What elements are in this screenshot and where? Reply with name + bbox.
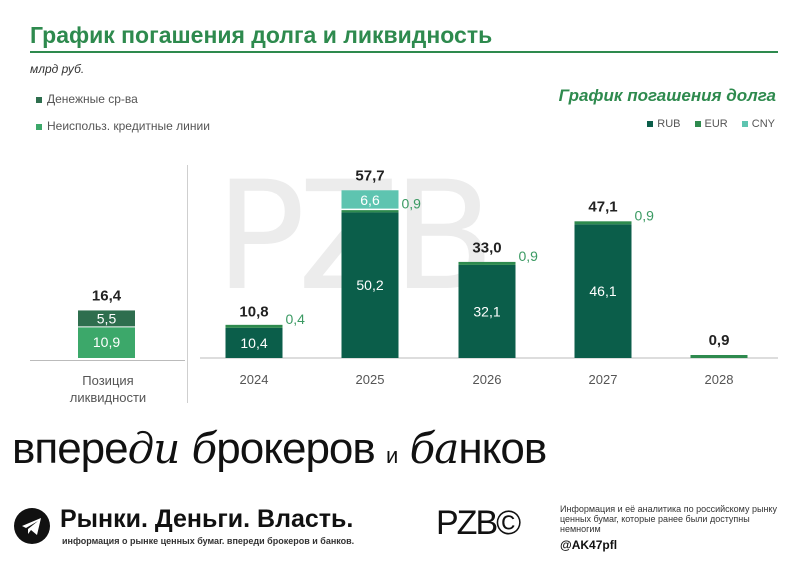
rub-value-label: 50,2 bbox=[356, 277, 383, 293]
liquidity-axis-label: Позиция ликвидности bbox=[69, 373, 147, 405]
legend-item-credit-lines: Неиспольз. кредитные линии bbox=[36, 119, 216, 134]
unit-label: млрд руб. bbox=[30, 62, 85, 76]
legend-item-cash: Денежные ср-ва bbox=[36, 92, 216, 107]
debt-bar-segment-rub bbox=[458, 264, 516, 358]
rub-value-label: 32,1 bbox=[473, 303, 500, 319]
page-title: График погашения долга и ликвидность bbox=[30, 22, 493, 48]
legend-label: Неиспольз. кредитные линии bbox=[47, 119, 210, 133]
legend-label: RUB bbox=[657, 118, 681, 130]
brand-tagline: информация о рынке ценных бумаг. впереди… bbox=[62, 536, 355, 546]
currency-legend: RUB EUR CNY bbox=[600, 118, 775, 130]
eur-value-label: 0,9 bbox=[635, 207, 655, 223]
cny-value-label: 6,6 bbox=[360, 192, 380, 208]
legend-item-eur: EUR bbox=[694, 118, 728, 130]
debt-bar-segment-eur bbox=[690, 355, 748, 358]
slogan-part: нков bbox=[458, 424, 547, 473]
legend-label: CNY bbox=[751, 118, 775, 130]
legend-swatch bbox=[741, 121, 748, 127]
chart-canvas: 10,9 5,5 16,4 10,4 0,4 10,8 2024 50,2 6,6 0,9 57,7… bbox=[78, 168, 778, 387]
bar-total-label: 10,8 bbox=[239, 304, 268, 321]
title-underline bbox=[30, 51, 778, 53]
legend-label: Денежные ср-ва bbox=[47, 92, 138, 106]
debt-bar-segment-eur bbox=[574, 221, 632, 225]
legend-item-rub: RUB bbox=[647, 118, 681, 130]
bar-total-label: 47,1 bbox=[588, 199, 617, 216]
bar-total-label: 33,0 bbox=[472, 239, 501, 256]
liquidity-axis-line bbox=[30, 360, 185, 361]
bar-total-label: 16,4 bbox=[92, 287, 122, 304]
legend-swatch bbox=[36, 97, 42, 103]
legend-label: EUR bbox=[704, 118, 728, 130]
debt-bar-segment-eur bbox=[225, 324, 283, 328]
slogan-part: впере bbox=[12, 424, 129, 473]
eur-value-label: 0,9 bbox=[402, 195, 422, 211]
brand-name: Рынки. Деньги. Власть. bbox=[60, 505, 354, 533]
slogan-part: ди bbox=[127, 424, 192, 473]
legend-swatch bbox=[694, 121, 701, 127]
telegram-icon[interactable] bbox=[14, 508, 50, 544]
slogan: впереди брокеров и банков bbox=[12, 424, 547, 474]
debt-bar-segment-eur bbox=[458, 261, 516, 265]
rub-value-label: 10,4 bbox=[240, 335, 267, 351]
liquidity-bar-segment bbox=[78, 310, 135, 327]
x-tick-label: 2028 bbox=[705, 372, 734, 387]
panel-divider bbox=[187, 165, 188, 403]
bar-total-label: 57,7 bbox=[355, 168, 384, 185]
eur-value-label: 0,4 bbox=[286, 311, 306, 327]
x-tick-label: 2026 bbox=[473, 372, 502, 387]
pzb-logo: PZB© bbox=[436, 504, 521, 542]
legend-swatch bbox=[647, 121, 654, 127]
x-tick-label: 2027 bbox=[589, 372, 618, 387]
slogan-part: и bbox=[386, 443, 398, 468]
slogan-part: б bbox=[191, 424, 218, 473]
debt-bar-segment-rub bbox=[225, 327, 283, 358]
x-tick-label: 2025 bbox=[356, 372, 385, 387]
bar-value-label: 10,9 bbox=[93, 334, 120, 350]
bar-total-label: 0,9 bbox=[709, 332, 730, 349]
slogan-part: рокеров bbox=[216, 424, 386, 473]
x-tick-label: 2024 bbox=[240, 372, 269, 387]
debt-chart-title: График погашения долга bbox=[558, 86, 776, 105]
liquidity-legend: Денежные ср-ва Неиспольз. кредитные лини… bbox=[36, 92, 216, 146]
bar-value-label: 5,5 bbox=[97, 310, 117, 326]
legend-item-cny: CNY bbox=[741, 118, 775, 130]
slogan-part: ба bbox=[397, 424, 460, 473]
rub-value-label: 46,1 bbox=[589, 283, 616, 299]
debt-bar-segment-eur bbox=[341, 209, 399, 213]
liquidity-bar-segment bbox=[78, 326, 135, 358]
channel-handle[interactable]: @AK47pfl bbox=[560, 538, 618, 552]
debt-bar-segment-cny bbox=[341, 190, 399, 210]
eur-value-label: 0,9 bbox=[519, 248, 539, 264]
legend-swatch bbox=[36, 124, 42, 130]
debt-bar-segment-rub bbox=[574, 224, 632, 358]
debt-bar-segment-rub bbox=[341, 212, 399, 358]
info-text: Информация и её аналитика по российскому… bbox=[560, 504, 777, 534]
